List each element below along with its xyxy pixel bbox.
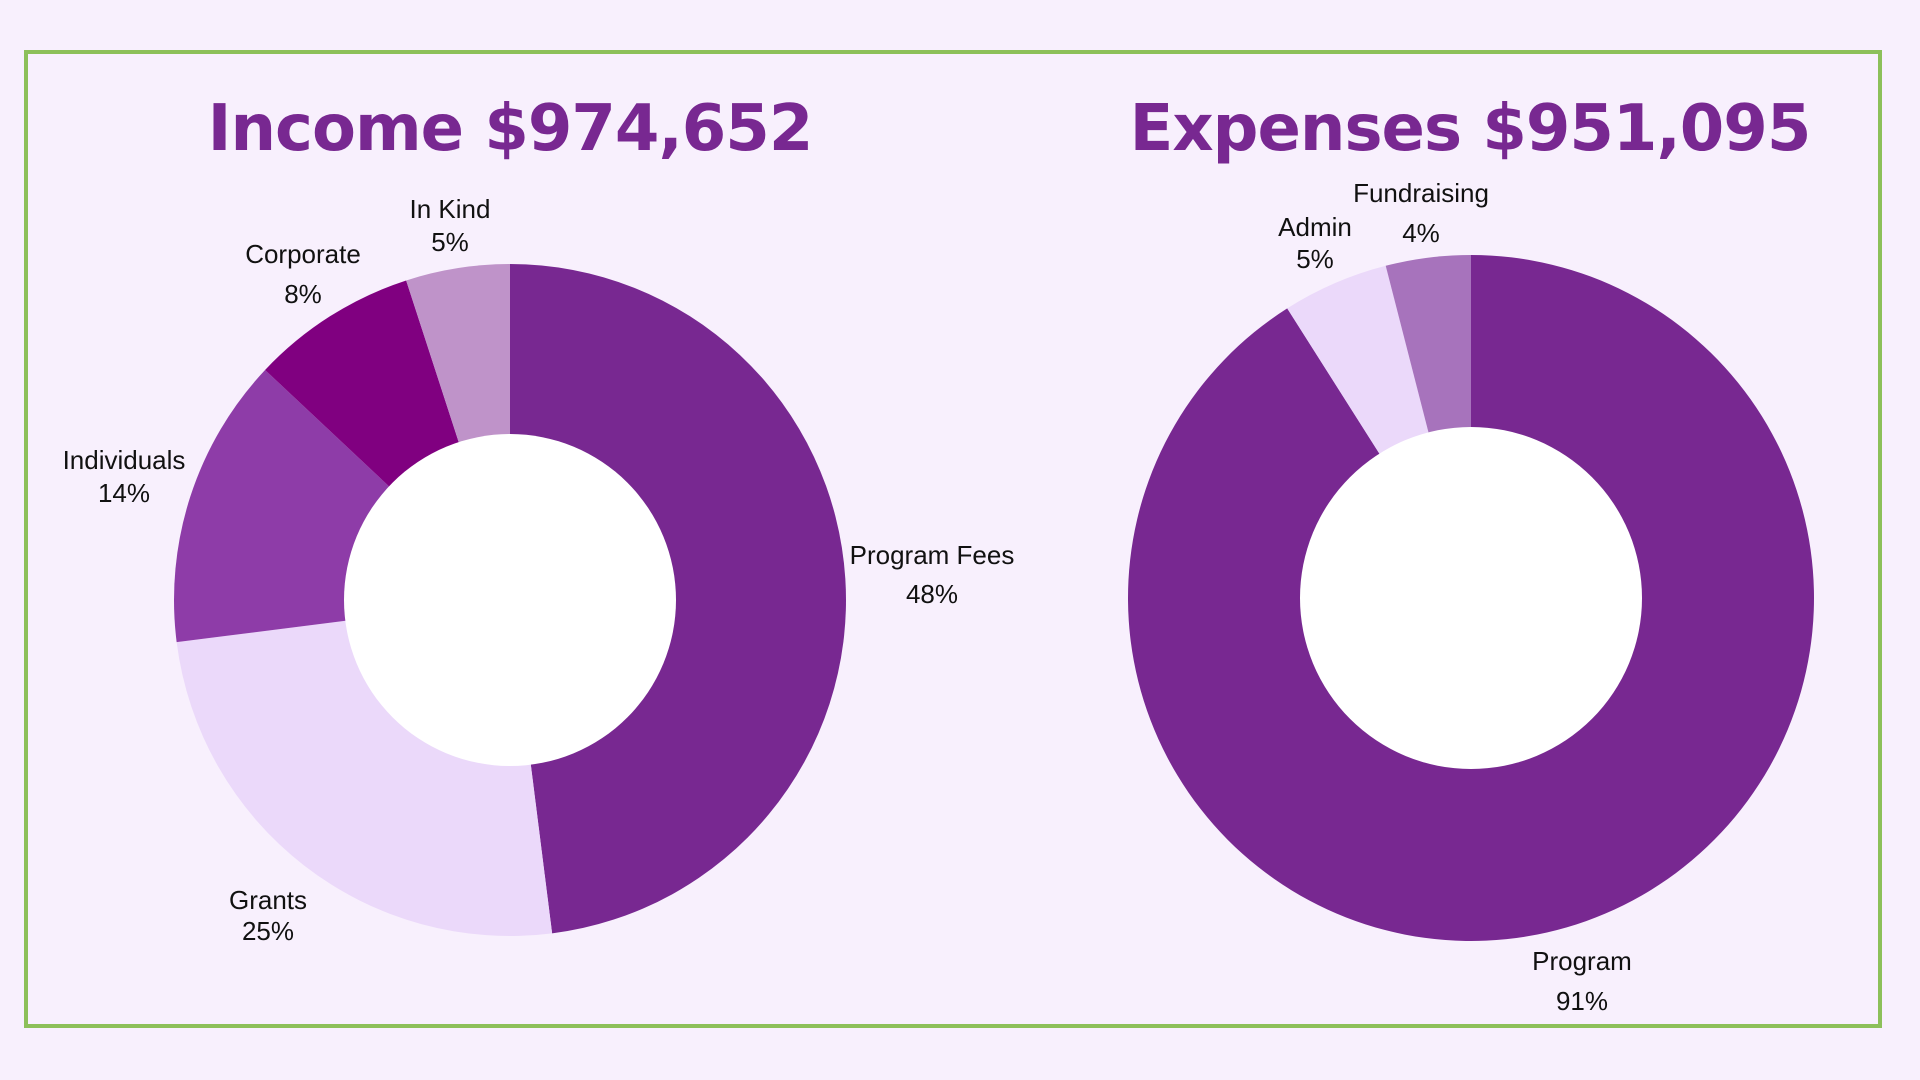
income-value-grants: 25% — [242, 916, 294, 946]
income-value-in-kind: 5% — [431, 227, 469, 257]
expenses-chart: Expenses $951,095 Program 91% Admin 5% F… — [1128, 92, 1815, 1016]
income-chart: Income $974,652 Program Fees 48% Grants … — [63, 92, 1015, 946]
expenses-label-program: Program — [1532, 946, 1632, 976]
chart-frame — [24, 50, 1882, 1028]
expenses-value-admin: 5% — [1296, 244, 1334, 274]
income-label-individuals: Individuals — [63, 445, 186, 475]
income-label-program-fees: Program Fees — [850, 540, 1015, 570]
income-value-corporate: 8% — [284, 279, 322, 309]
expenses-label-admin: Admin — [1278, 212, 1352, 242]
expenses-label-fundraising: Fundraising — [1353, 178, 1489, 208]
income-slice-program-fees — [510, 264, 846, 934]
income-label-corporate: Corporate — [245, 239, 361, 269]
expenses-value-fundraising: 4% — [1402, 218, 1440, 248]
expenses-hole — [1300, 427, 1642, 769]
income-label-grants: Grants — [229, 885, 307, 915]
income-title: Income $974,652 — [208, 92, 813, 166]
expenses-value-program: 91% — [1556, 986, 1608, 1016]
income-value-individuals: 14% — [98, 478, 150, 508]
income-label-in-kind: In Kind — [410, 194, 491, 224]
expenses-title: Expenses $951,095 — [1130, 92, 1811, 166]
income-hole — [344, 434, 676, 766]
income-value-program-fees: 48% — [906, 579, 958, 609]
